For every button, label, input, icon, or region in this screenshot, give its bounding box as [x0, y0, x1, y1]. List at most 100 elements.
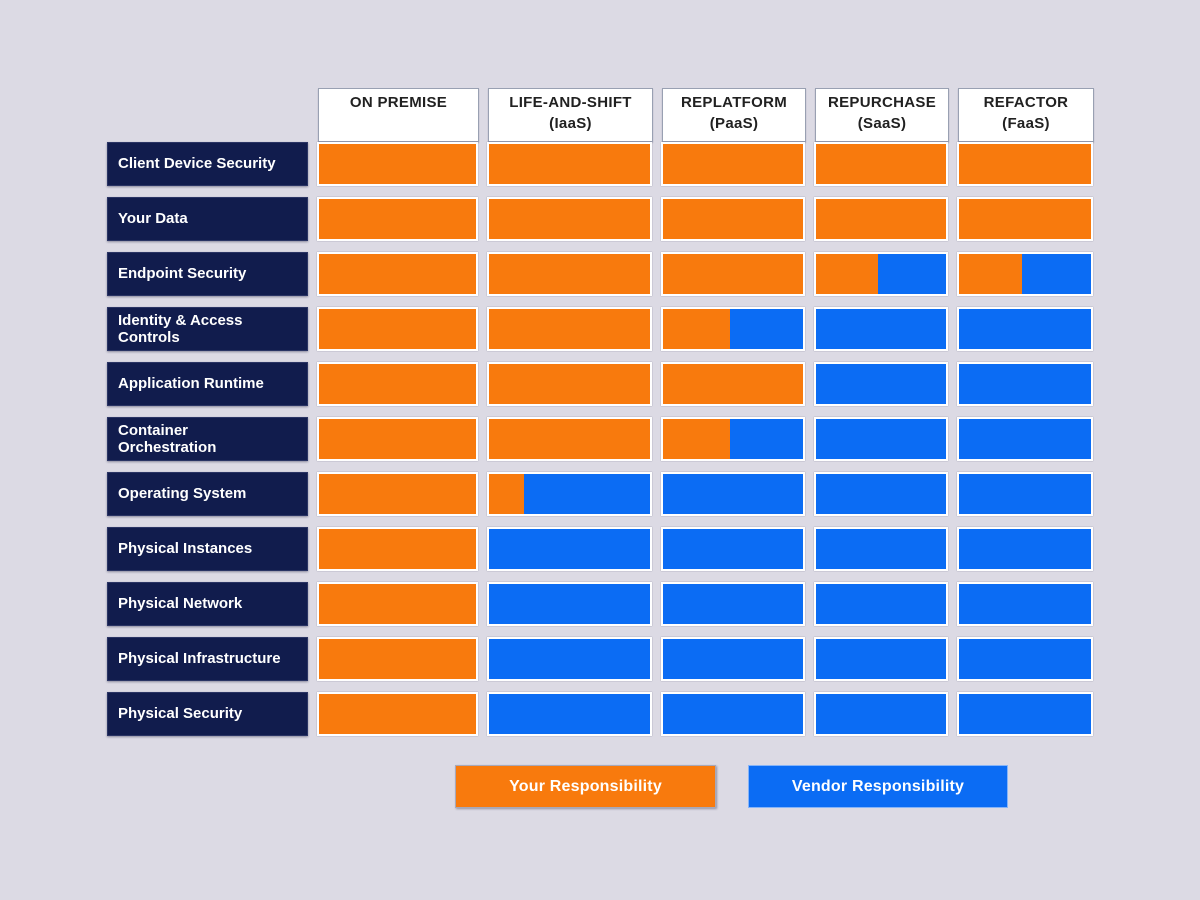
matrix-cell [814, 142, 948, 186]
row-label-text: Physical Infrastructure [118, 650, 281, 668]
matrix-cell [487, 417, 652, 461]
matrix-cell [317, 637, 478, 681]
matrix-cell [814, 417, 948, 461]
your-responsibility-segment [816, 199, 946, 239]
row-label: Operating System [107, 472, 308, 516]
matrix-cell [661, 692, 805, 736]
column-header-subtitle: (IaaS) [549, 115, 592, 132]
row-label-text: Container Orchestration [118, 421, 217, 456]
your-responsibility-segment [319, 419, 476, 459]
matrix-cell [814, 197, 948, 241]
your-responsibility-segment [816, 254, 879, 294]
your-responsibility-segment [319, 364, 476, 404]
matrix-cell [957, 692, 1093, 736]
column-header-life-and-shift: LIFE-AND-SHIFT (IaaS) [488, 88, 653, 142]
your-responsibility-segment [489, 419, 650, 459]
row-label-text: Operating System [118, 485, 247, 503]
your-responsibility-segment [816, 144, 946, 184]
vendor-responsibility-segment [489, 639, 650, 679]
matrix-cell [661, 417, 805, 461]
matrix-cell [487, 142, 652, 186]
matrix-cell [487, 307, 652, 351]
vendor-responsibility-segment [959, 364, 1091, 404]
column-header-refactor: REFACTOR (FaaS) [958, 88, 1094, 142]
your-responsibility-segment [489, 254, 650, 294]
vendor-responsibility-segment [816, 529, 946, 569]
matrix-cell [661, 307, 805, 351]
vendor-responsibility-segment [959, 419, 1091, 459]
matrix-cell [487, 582, 652, 626]
column-header-replatform: REPLATFORM (PaaS) [662, 88, 806, 142]
your-responsibility-segment [663, 199, 803, 239]
matrix-cell [487, 692, 652, 736]
column-header-on-premise: ON PREMISE [318, 88, 479, 142]
matrix-cell [814, 252, 948, 296]
your-responsibility-segment [489, 309, 650, 349]
vendor-responsibility-segment [959, 639, 1091, 679]
matrix-cell [661, 142, 805, 186]
column-header-title: REPURCHASE [827, 94, 936, 111]
your-responsibility-segment [959, 254, 1023, 294]
your-responsibility-segment [319, 474, 476, 514]
row-label: Physical Network [107, 582, 308, 626]
your-responsibility-segment [319, 144, 476, 184]
column-header-subtitle: (FaaS) [1002, 115, 1050, 132]
column-header-subtitle: (SaaS) [857, 115, 907, 132]
vendor-responsibility-segment [489, 694, 650, 734]
matrix-cell [317, 142, 478, 186]
vendor-responsibility-segment [959, 694, 1091, 734]
your-responsibility-segment [489, 364, 650, 404]
your-responsibility-segment [319, 639, 476, 679]
matrix-cell [957, 252, 1093, 296]
row-label: Physical Infrastructure [107, 637, 308, 681]
vendor-responsibility-segment [816, 419, 946, 459]
your-responsibility-segment [489, 199, 650, 239]
row-label: Physical Instances [107, 527, 308, 571]
your-responsibility-segment [959, 199, 1091, 239]
your-responsibility-segment [319, 199, 476, 239]
vendor-responsibility-segment [663, 694, 803, 734]
matrix-cell [814, 692, 948, 736]
row-label: Your Data [107, 197, 308, 241]
legend: Your Responsibility Vendor Responsibilit… [0, 765, 1200, 808]
vendor-responsibility-segment [959, 309, 1091, 349]
matrix-cell [317, 252, 478, 296]
vendor-responsibility-segment [663, 639, 803, 679]
matrix-cell [661, 197, 805, 241]
vendor-responsibility-segment [959, 474, 1091, 514]
row-label: Client Device Security [107, 142, 308, 186]
column-header-title: REFACTOR [983, 94, 1069, 111]
vendor-responsibility-segment [1022, 254, 1091, 294]
vendor-responsibility-segment [730, 309, 803, 349]
matrix-cell [487, 197, 652, 241]
your-responsibility-segment [663, 144, 803, 184]
your-responsibility-segment [489, 474, 525, 514]
matrix-cell [487, 362, 652, 406]
matrix-cell [661, 362, 805, 406]
matrix-cell [317, 417, 478, 461]
row-label-text: Endpoint Security [118, 265, 247, 283]
matrix-cell [814, 637, 948, 681]
row-label-text: Application Runtime [118, 375, 264, 393]
matrix-cell [317, 527, 478, 571]
matrix-cell [957, 362, 1093, 406]
matrix-cell [661, 582, 805, 626]
matrix-cell [317, 197, 478, 241]
matrix-cell [957, 637, 1093, 681]
matrix-cell [957, 142, 1093, 186]
matrix-cell [957, 307, 1093, 351]
matrix-cell [487, 637, 652, 681]
matrix-cell [957, 417, 1093, 461]
your-responsibility-segment [319, 529, 476, 569]
matrix-cell [814, 472, 948, 516]
legend-your-responsibility-label: Your Responsibility [509, 777, 662, 795]
vendor-responsibility-segment [816, 584, 946, 624]
legend-your-responsibility-swatch: Your Responsibility [455, 765, 716, 808]
matrix-cell [814, 582, 948, 626]
vendor-responsibility-segment [489, 584, 650, 624]
matrix-cell [814, 527, 948, 571]
row-label-text: Physical Network [118, 595, 243, 613]
row-label: Endpoint Security [107, 252, 308, 296]
vendor-responsibility-segment [489, 529, 650, 569]
